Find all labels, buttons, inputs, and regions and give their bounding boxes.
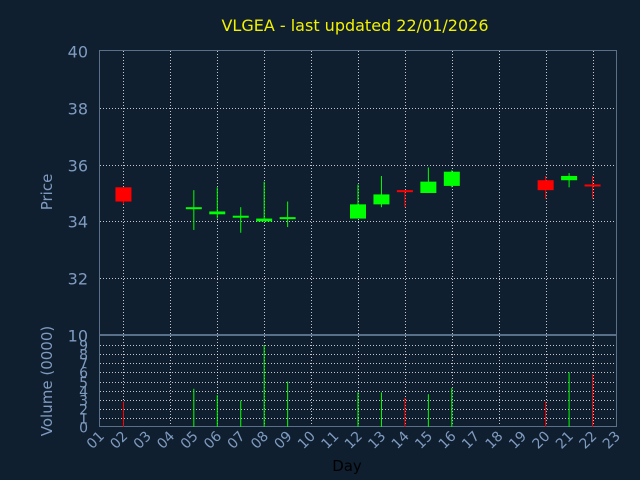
chart-title: VLGEA - last updated 22/01/2026 (221, 16, 488, 35)
day-x-axis: 01 02 03 04 05 06 07 08 09 10 11 12 13 14 15 16 17 18 19 20… (84, 428, 624, 452)
volume-bars (122, 345, 594, 427)
volume-tick-label: 8 (79, 348, 88, 364)
candle-body (185, 207, 202, 210)
price-tick-label: 32 (68, 270, 88, 289)
price-tick-label: 36 (68, 157, 88, 176)
candle-body (584, 184, 601, 187)
volume-tick-label: 4 (79, 385, 88, 401)
volume-tick-label: 2 (79, 403, 88, 419)
candles (115, 167, 601, 233)
volume-tick-label: 0 (79, 421, 88, 437)
price-tick-label: 34 (68, 213, 88, 232)
volume-tick-label: 9 (79, 339, 88, 355)
price-y-axis: 32 34 36 38 40 (68, 43, 88, 289)
volume-axis-label: Volume (0000) (38, 326, 56, 436)
candle-body (350, 204, 366, 219)
volume-tick-label: 1 (79, 412, 88, 428)
candle-body (209, 211, 226, 215)
day-axis-label: Day (332, 457, 362, 475)
volume-tick-label: 5 (79, 376, 88, 392)
price-axis-label: Price (38, 174, 56, 211)
candle-body (561, 175, 578, 181)
price-tick-label: 40 (68, 43, 88, 62)
candle-body (279, 217, 296, 220)
candle-body (115, 187, 132, 202)
candle-body (373, 194, 390, 205)
price-plot-frame (99, 50, 617, 335)
volume-tick-label: 3 (79, 394, 88, 410)
volume-tick-label: 7 (79, 357, 88, 373)
candle-body (537, 180, 554, 191)
candle-body (420, 181, 437, 193)
price-tick-label: 38 (68, 100, 88, 119)
candle-body (396, 190, 413, 193)
volume-tick-label: 6 (79, 366, 88, 382)
price-panel: 32 34 36 38 40 Price (38, 43, 617, 335)
candle-body (256, 218, 273, 222)
volume-tick-label: 10 (68, 327, 88, 346)
candle-body (232, 215, 249, 218)
candle-body (443, 171, 460, 186)
